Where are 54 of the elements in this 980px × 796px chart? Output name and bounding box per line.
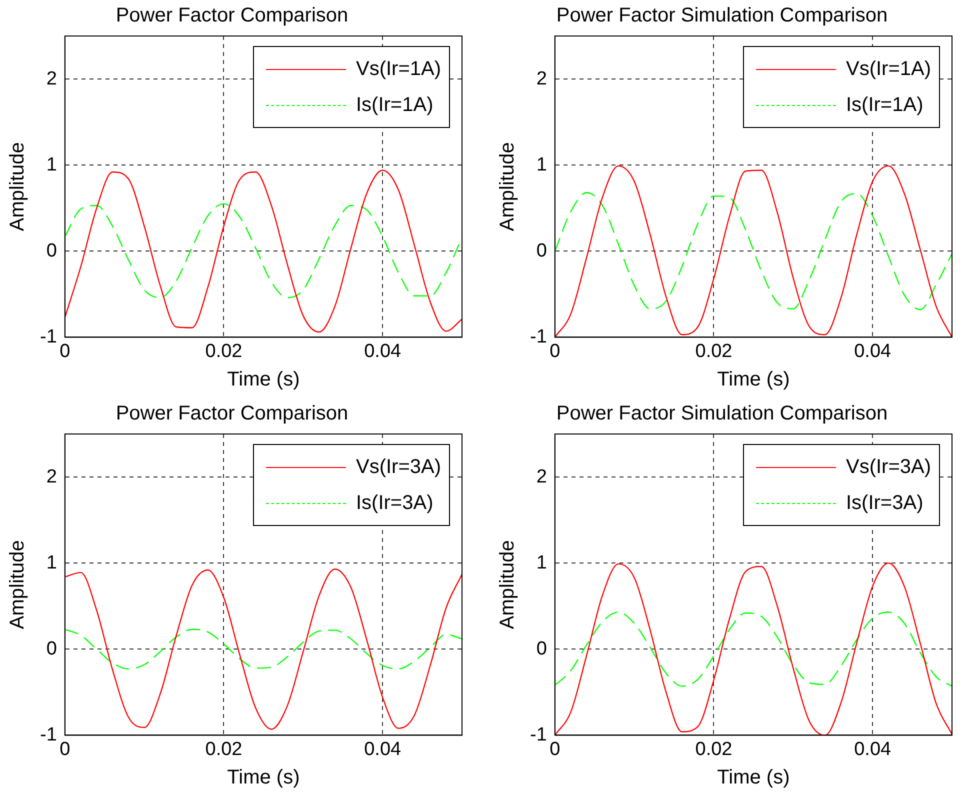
legend-label: Vs(Ir=3A)	[356, 455, 442, 480]
y-tick-label: 2	[536, 68, 547, 90]
y-tick-label: 2	[536, 466, 547, 488]
x-axis-title: Time (s)	[227, 766, 300, 789]
line-series	[554, 612, 952, 687]
x-tick-label: 0	[60, 738, 70, 760]
y-axis-title: Amplitude	[6, 142, 29, 232]
y-tick-label: 1	[536, 552, 547, 574]
line-series	[554, 192, 952, 310]
y-tick-label: 0	[46, 240, 57, 262]
y-tick-label: 0	[536, 638, 547, 660]
y-axis-title: Amplitude	[496, 540, 519, 630]
y-tick-label: -1	[40, 326, 57, 348]
y-tick-label: 1	[46, 154, 57, 176]
legend-label: Is(Ir=1A)	[846, 93, 924, 118]
legend-label: Vs(Ir=1A)	[356, 57, 442, 82]
chart-title: Power Factor Simulation Comparison	[556, 4, 888, 27]
x-tick-label: 0	[60, 340, 70, 362]
line-series	[64, 628, 462, 670]
chart-title: Power Factor Comparison	[116, 4, 348, 27]
x-tick-label: 0	[550, 738, 560, 760]
chart-title: Power Factor Comparison	[116, 402, 348, 425]
chart-title: Power Factor Simulation Comparison	[556, 402, 888, 425]
y-axis-title: Amplitude	[496, 142, 519, 232]
x-tick-label: 0.02	[205, 340, 242, 362]
y-tick-label: 0	[46, 638, 57, 660]
y-tick-label: 0	[536, 240, 547, 262]
x-axis-title: Time (s)	[717, 766, 790, 789]
x-tick-label: 0.04	[364, 340, 402, 362]
x-tick-label: 0	[550, 340, 560, 362]
x-tick-label: 0.04	[364, 738, 402, 760]
y-tick-label: 2	[46, 466, 57, 488]
x-tick-label: 0.02	[205, 738, 242, 760]
legend-label: Vs(Ir=1A)	[846, 57, 932, 82]
y-tick-label: 1	[536, 154, 547, 176]
x-tick-label: 0.04	[854, 738, 892, 760]
x-tick-label: 0.02	[695, 738, 732, 760]
y-tick-label: 1	[46, 552, 57, 574]
x-tick-label: 0.04	[854, 340, 892, 362]
legend-label: Is(Ir=3A)	[356, 491, 434, 516]
legend-label: Vs(Ir=3A)	[846, 455, 932, 480]
y-tick-label: -1	[530, 326, 547, 348]
y-tick-label: -1	[530, 724, 547, 746]
legend-label: Is(Ir=1A)	[356, 93, 434, 118]
y-tick-label: -1	[40, 724, 57, 746]
line-series	[64, 170, 462, 333]
legend-label: Is(Ir=3A)	[846, 491, 924, 516]
line-series	[64, 203, 462, 298]
x-axis-title: Time (s)	[717, 368, 790, 391]
x-axis-title: Time (s)	[227, 368, 300, 391]
y-axis-title: Amplitude	[6, 540, 29, 630]
line-series	[64, 568, 462, 730]
x-tick-label: 0.02	[695, 340, 732, 362]
y-tick-label: 2	[46, 68, 57, 90]
